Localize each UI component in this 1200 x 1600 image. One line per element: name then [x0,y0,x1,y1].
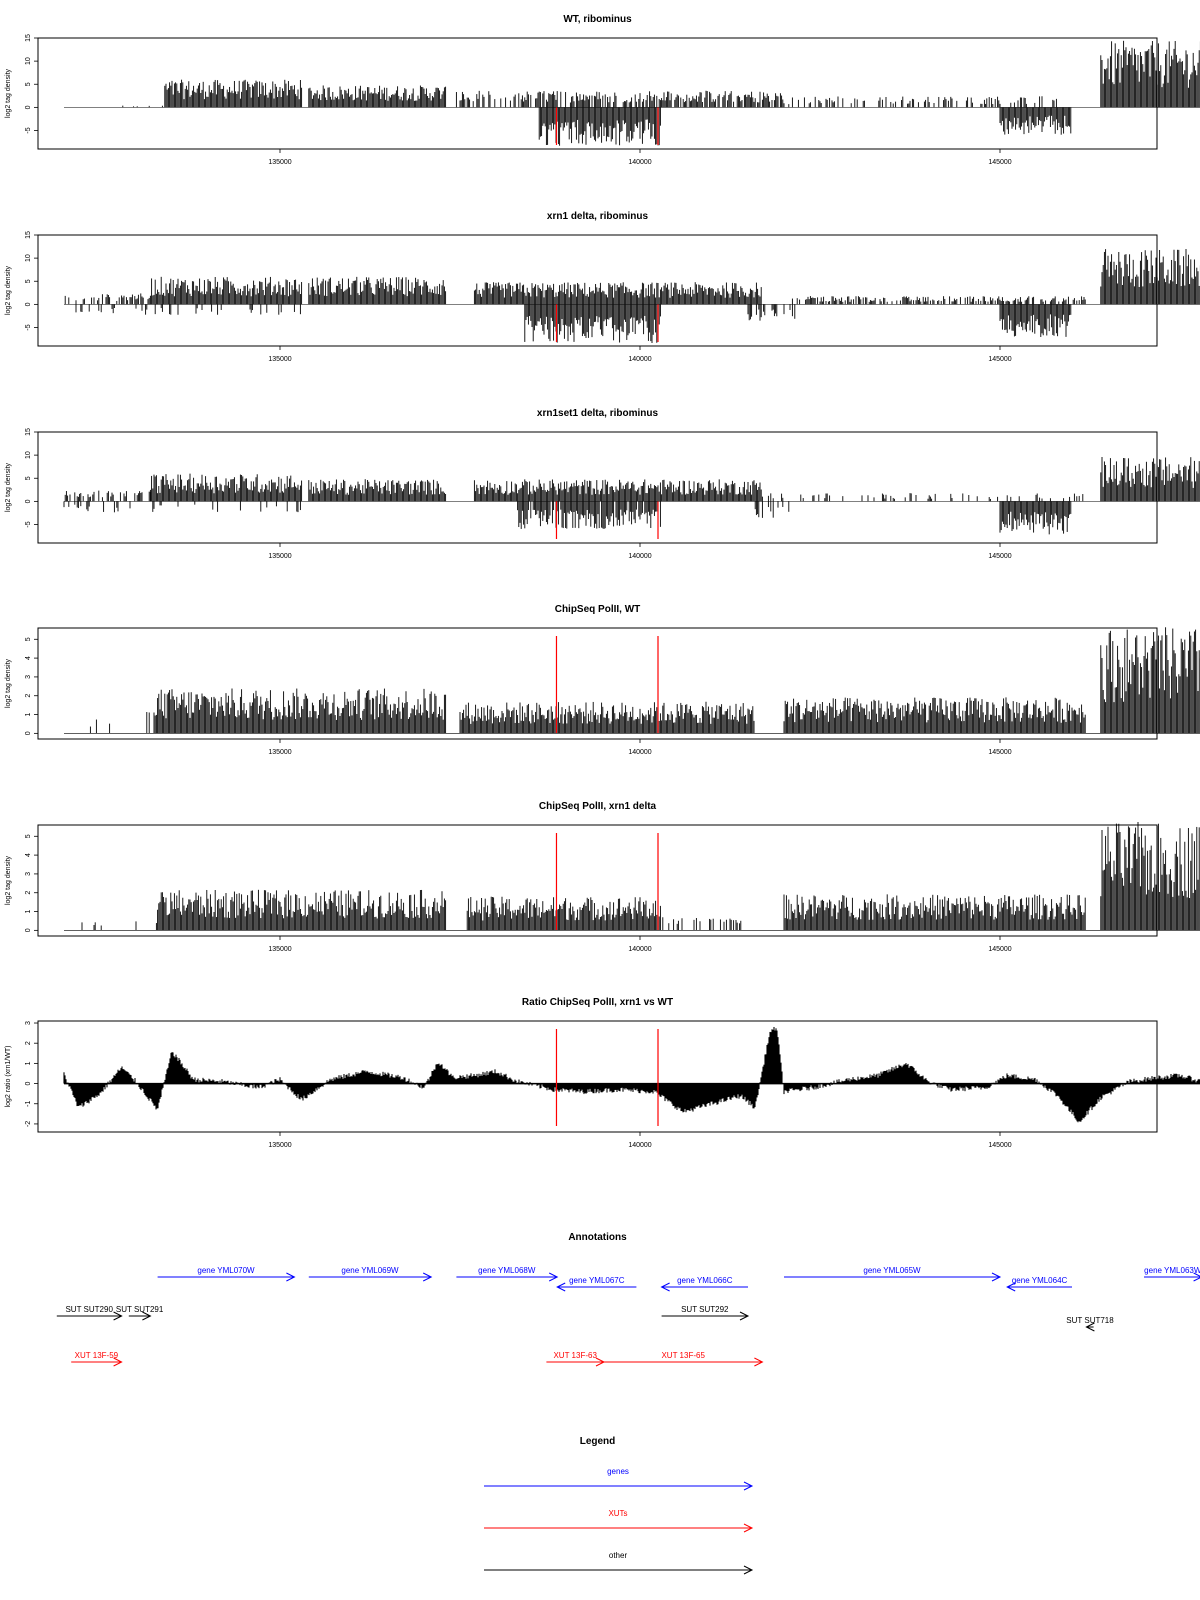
y-tick-label: -5 [25,521,32,527]
y-tick-label: 3 [25,675,32,679]
y-tick-label: 5 [25,82,32,86]
y-tick-label: 1 [25,909,32,913]
y-tick-label: 0 [25,731,32,735]
y-tick-label: -5 [25,127,32,133]
y-tick-label: -1 [25,1101,32,1107]
panel-chipseq-xrn1: ChipSeq PolII, xrn1 delta 0 1 2 3 4 5 log2 tag … [5,801,1200,953]
y-tick-label: 0 [25,1082,32,1086]
y-tick-label: -2 [25,1121,32,1127]
y-axis-label: log2 tag density [5,658,12,708]
y-tick-label: 5 [25,476,32,480]
y-axis-label: log2 tag density [5,265,12,315]
y-tick-label: 2 [25,694,32,698]
y-tick-label: 5 [25,637,32,641]
x-tick-label: 140000 [628,946,651,953]
x-tick-label: 135000 [268,159,291,166]
x-tick-label: 145000 [988,553,1011,560]
data-bars [122,40,1200,146]
x-tick-label: 135000 [268,946,291,953]
y-tick-label: 0 [25,928,32,932]
panel-title: ChipSeq PolII, WT [555,604,641,615]
y-tick-label: 2 [25,1041,32,1045]
panel-title: Ratio ChipSeq PolII, xrn1 vs WT [522,997,673,1008]
x-tick-label: 135000 [268,553,291,560]
y-tick-label: 15 [25,34,32,42]
x-tick-label: 140000 [628,553,651,560]
y-tick-label: 4 [25,656,32,660]
y-tick-label: 10 [25,451,32,459]
y-axis-label: log2 tag density [5,855,12,905]
x-tick-label: 145000 [988,1142,1011,1149]
data-bars [81,822,1200,931]
plot-frame [37,1020,1158,1133]
y-tick-label: 1 [25,1061,32,1065]
data-area [63,1026,1200,1123]
y-tick-label: -5 [25,324,32,330]
panel-title: xrn1set1 delta, ribominus [537,408,659,419]
y-tick-label: 2 [25,891,32,895]
y-tick-label: 5 [25,834,32,838]
y-tick-label: 0 [25,302,32,306]
x-tick-label: 135000 [268,749,291,756]
x-tick-label: 145000 [988,159,1011,166]
y-tick-label: 1 [25,712,32,716]
plot-frame [37,234,1158,347]
y-axis-label: log2 tag density [5,68,12,118]
y-tick-label: 15 [25,428,32,436]
y-tick-label: 10 [25,254,32,262]
y-axis-label: log2 tag density [5,462,12,512]
panel-xrn1set1-ribominus: xrn1set1 delta, ribominus -5 0 5 10 15 log2 ta… [5,408,1200,560]
panel-title: WT, ribominus [563,14,632,25]
panel-wt-ribominus: WT, ribominus -5 0 5 10 15 log2 tag density 135… [5,14,1200,166]
y-tick-label: 3 [25,1021,32,1025]
x-tick-label: 140000 [628,749,651,756]
data-bars [64,249,1200,344]
y-tick-label: 10 [25,57,32,65]
data-bars [89,627,1200,734]
y-tick-label: 0 [25,105,32,109]
x-tick-label: 140000 [628,356,651,363]
y-tick-label: 3 [25,872,32,876]
panel-ratio-chipseq: Ratio ChipSeq PolII, xrn1 vs WT -2 -1 0 1 2 3 l… [5,997,1200,1149]
y-tick-label: 0 [25,499,32,503]
y-tick-label: 4 [25,853,32,857]
x-tick-label: 145000 [988,749,1011,756]
x-tick-label: 135000 [268,356,291,363]
panel-xrn1-ribominus: xrn1 delta, ribominus -5 0 5 10 15 log2 tag de… [5,211,1200,363]
x-tick-label: 140000 [628,1142,651,1149]
data-bars [63,457,1200,535]
y-axis-label: log2 ratio (xrn1/WT) [5,1046,12,1108]
x-tick-label: 140000 [628,159,651,166]
panel-title: ChipSeq PolII, xrn1 delta [539,801,657,812]
y-tick-label: 15 [25,231,32,239]
y-tick-label: 5 [25,279,32,283]
x-tick-label: 145000 [988,946,1011,953]
panel-title: xrn1 delta, ribominus [547,211,649,222]
x-tick-label: 135000 [268,1142,291,1149]
x-tick-label: 145000 [988,356,1011,363]
panel-chipseq-wt: ChipSeq PolII, WT 0 1 2 3 4 5 log2 tag density 1… [5,604,1200,756]
